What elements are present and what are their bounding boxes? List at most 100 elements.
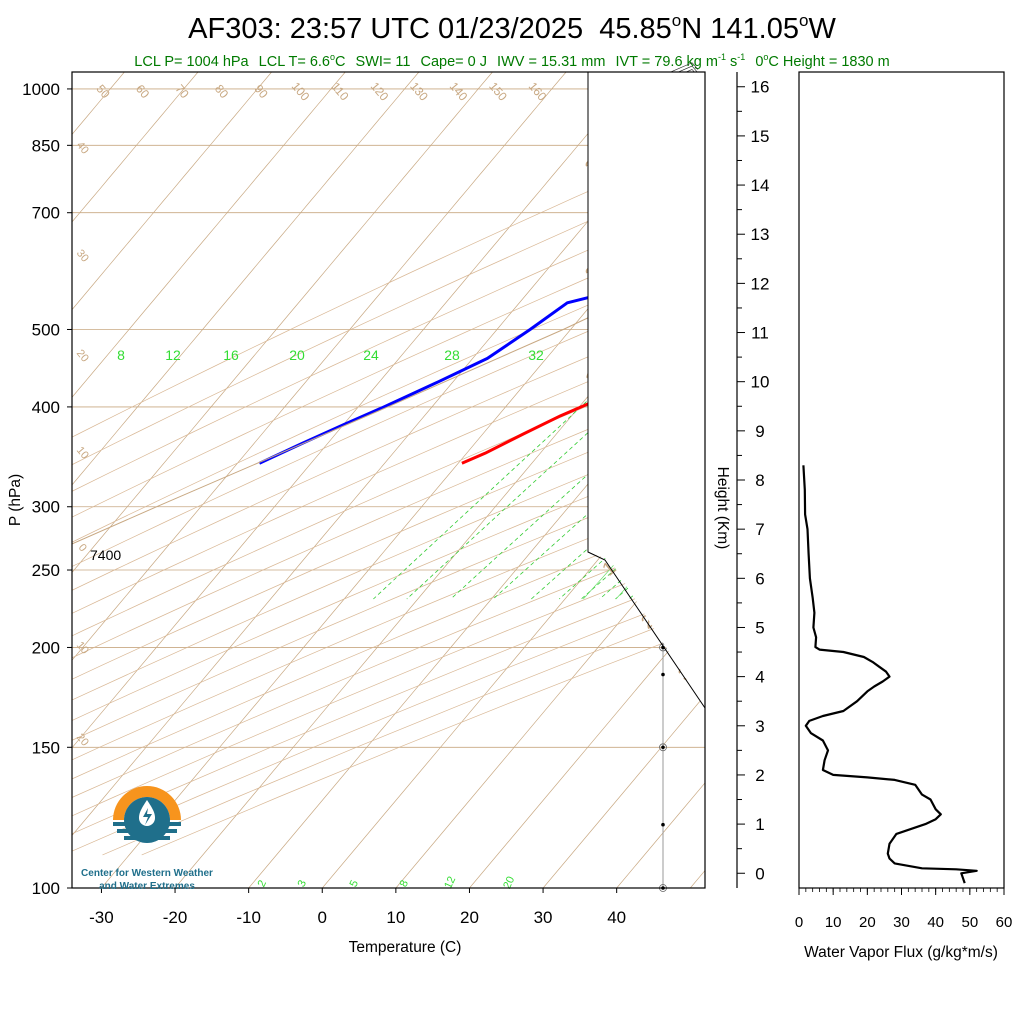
flux-x-tick-label: 0 <box>795 914 803 931</box>
dry-adiabat-label: 150 <box>486 79 510 104</box>
height-axis-label: Height (Km) <box>714 467 731 550</box>
x-axis-tick-label: 20 <box>460 908 479 927</box>
height-axis-tick-label: 2 <box>755 766 764 785</box>
x-axis-tick-label: 30 <box>534 908 553 927</box>
isotherm-line <box>72 72 640 749</box>
isotherm-line <box>322 431 705 888</box>
x-axis-tick-label: 0 <box>318 908 327 927</box>
subtitle-cape: Cape= 0 J <box>421 54 488 70</box>
x-axis-tick-label: 10 <box>386 908 405 927</box>
flux-panel: 0 10 20 30 40 50 60 Water Vapor Flux (g/kg*m/s… <box>795 71 1013 961</box>
height-axis-tick-label: 5 <box>755 618 764 637</box>
skewt-frame <box>71 71 706 889</box>
title-lat: 45.85 <box>599 13 672 45</box>
annotation-7400: 7400 <box>90 547 121 563</box>
dry-adiabat-label: 140 <box>447 79 471 104</box>
height-axis-tick-label: 15 <box>751 127 770 146</box>
dewpoint-profile-line <box>258 287 705 465</box>
flux-profile-line <box>802 465 978 884</box>
mixing-ratio-label: 2 <box>256 878 269 889</box>
x-axis-tick-label: -30 <box>89 908 114 927</box>
flux-frame <box>798 71 1005 889</box>
subtitle-zero-rest: C Height = 1830 m <box>768 54 889 70</box>
flux-profile <box>802 465 978 884</box>
height-axis-tick-label: 8 <box>755 471 764 490</box>
height-axis-tick-label: 16 <box>751 78 770 97</box>
y-axis-tick-label: 250 <box>32 561 60 580</box>
dry-adiabat-line <box>72 511 705 780</box>
isotherm-line <box>248 344 705 888</box>
moist-adiabat-label: 12 <box>165 347 181 363</box>
chart-title: AF303: 23:57 UTC 01/23/2025 45.85oN 141.… <box>188 11 836 45</box>
flux-x-tick-label: 50 <box>961 914 978 931</box>
isotherm-line <box>72 72 199 223</box>
moist-adiabat-label: 8 <box>117 347 125 363</box>
dry-adiabat-line <box>72 356 705 637</box>
title-lon: 141.05 <box>710 13 799 45</box>
subtitle-lcl-t: LCL T= 6.6 <box>259 54 330 70</box>
dry-adiabat-line <box>72 491 705 761</box>
flux-x-tick-label: 60 <box>996 914 1013 931</box>
y-axis-label: P (hPa) <box>7 474 24 526</box>
y-axis-tick-label: 850 <box>32 136 60 155</box>
y-axis-tick-label: 500 <box>32 320 60 339</box>
dry-adiabat-label: 160 <box>526 79 550 104</box>
x-axis-label: Temperature (C) <box>349 939 462 956</box>
wind-area-mask <box>588 72 705 888</box>
flux-axes: 0 10 20 30 40 50 60 <box>795 888 1013 931</box>
cw3e-logo: Center for Western Weather and Water Ext… <box>81 786 213 892</box>
dry-adiabat-line <box>72 532 705 798</box>
isotherm-line <box>72 72 420 486</box>
moist-adiabat-label: 32 <box>528 347 544 363</box>
dry-adiabat-label: 120 <box>368 79 392 104</box>
isotherm-line <box>764 72 1024 888</box>
subtitle-ivt-exp1: -1 <box>718 52 726 62</box>
isotherm-left-label: 0 <box>76 542 89 554</box>
wind-level-dot <box>661 745 665 750</box>
title-lon-suffix: W <box>808 13 836 45</box>
dry-adiabat-label: 70 <box>172 82 192 101</box>
skewt-background-lines <box>72 72 1024 888</box>
y-axis-tick-label: 300 <box>32 498 60 517</box>
isotherm-left-label: 20 <box>74 732 91 749</box>
dry-adiabat-label: 130 <box>407 79 431 104</box>
moist-adiabat-label: 28 <box>444 347 460 363</box>
wind-level-dot <box>661 672 665 677</box>
title-flight: AF303: <box>188 13 282 45</box>
dry-adiabat-line <box>72 227 705 518</box>
height-axis-tick-label: 4 <box>755 668 764 687</box>
moist-adiabat-line <box>743 72 1024 599</box>
isotherm-left-label: 10 <box>74 640 91 657</box>
height-axis-tick-label: 9 <box>755 422 764 441</box>
flux-x-tick-label: 20 <box>859 914 876 931</box>
subtitle-ivt-mid: s <box>726 54 737 70</box>
moist-adiabat-line <box>773 72 1024 599</box>
y-axis-tick-label: 1000 <box>22 80 60 99</box>
isotherm-line <box>72 72 346 398</box>
subtitle-zero-degree: o <box>763 52 768 62</box>
subtitle-ivt: IVT = 79.6 kg m <box>615 54 718 70</box>
isotherm-line <box>395 519 705 888</box>
y-axis-tick-label: 100 <box>32 879 60 898</box>
height-axis-tick-label: 0 <box>755 864 764 883</box>
height-axis-tick-label: 7 <box>755 520 764 539</box>
subtitle-swi: SWI= 11 <box>356 54 411 70</box>
dry-adiabat-line <box>72 571 705 835</box>
title-time: 23:57 UTC 01/23/2025 <box>290 13 583 45</box>
cw3e-logo-icon <box>113 786 181 843</box>
height-axis-tick-label: 1 <box>755 815 764 834</box>
wind-barb-flag <box>691 62 699 70</box>
isotherm-left-label: 20 <box>74 348 91 365</box>
dry-adiabat-label: 60 <box>133 82 153 101</box>
flux-x-tick-label: 10 <box>825 914 842 931</box>
logo-text-line2: and Water Extremes <box>99 881 195 892</box>
y-axis-tick-label: 700 <box>32 204 60 223</box>
subtitle-lcl-t-unit: C <box>335 54 345 70</box>
moist-adiabat-label: 16 <box>223 347 239 363</box>
skewt-profiles <box>72 261 705 545</box>
x-axis-tick-label: -10 <box>236 908 261 927</box>
dry-adiabat-line <box>72 169 705 466</box>
dry-adiabat-line <box>72 470 705 741</box>
dry-adiabat-line <box>72 198 705 492</box>
